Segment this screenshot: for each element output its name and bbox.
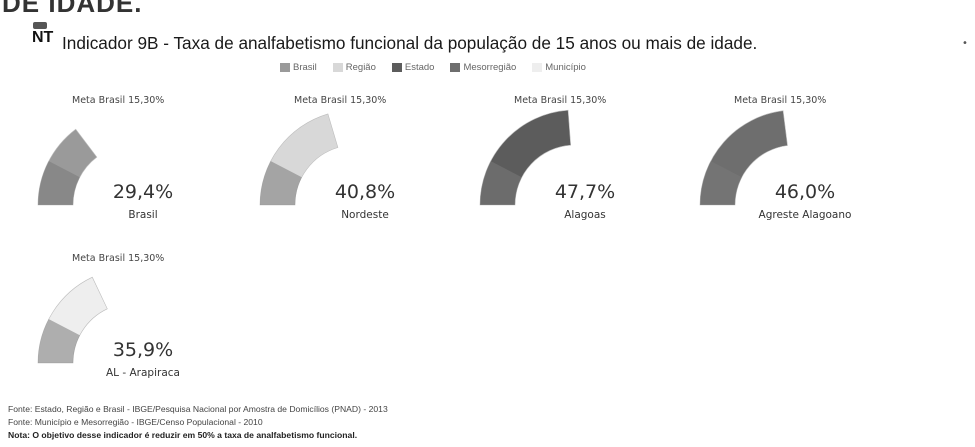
gauge-meta-arc — [260, 161, 302, 205]
legend: Brasil Região Estado Mesorregião Municíp… — [280, 62, 586, 73]
gauge-mask — [256, 206, 454, 266]
gauge-meta-arc — [700, 161, 742, 205]
legend-label: Mesorregião — [463, 62, 517, 73]
gauge-value-label: 47,7% — [555, 181, 615, 203]
gauge-4: Meta Brasil 15,30% 46,0% Agreste Alagoano — [696, 95, 894, 266]
legend-item-mesorregiao[interactable]: Mesorregião — [450, 62, 516, 73]
page-edge-mark: • — [962, 38, 968, 49]
cut-off-heading-text: DE IDADE. — [2, 0, 143, 18]
gauge-meta-label: Meta Brasil 15,30% — [734, 95, 826, 106]
gauge-name-label: Nordeste — [341, 209, 389, 221]
legend-swatch — [391, 63, 402, 72]
gauge-mask — [476, 206, 674, 266]
legend-item-estado[interactable]: Estado — [391, 62, 435, 73]
gauge-meta-arc — [480, 161, 522, 205]
chart-title: Indicador 9B - Taxa de analfabetismo fun… — [62, 33, 758, 53]
badge-label: NT — [32, 29, 54, 46]
gauge-name-label: Agreste Alagoano — [759, 209, 852, 221]
gauge-value-label: 29,4% — [113, 181, 173, 203]
gauge-3: Meta Brasil 15,30% 47,7% Alagoas — [476, 95, 674, 266]
gauge-5: Meta Brasil 15,30% 35,9% AL - Arapiraca — [34, 253, 232, 400]
nt-badge: NT — [32, 22, 54, 46]
legend-swatch — [332, 63, 343, 72]
gauge-name-label: Brasil — [128, 209, 157, 221]
legend-label: Brasil — [293, 62, 317, 73]
legend-item-regiao[interactable]: Região — [332, 62, 376, 73]
legend-item-brasil[interactable]: Brasil — [280, 62, 317, 73]
footer-source-1: Fonte: Estado, Região e Brasil - IBGE/Pe… — [8, 404, 388, 414]
legend-swatch — [532, 63, 543, 72]
legend-label: Região — [345, 62, 376, 73]
gauge-meta-label: Meta Brasil 15,30% — [72, 253, 164, 264]
gauge-mask — [696, 206, 894, 266]
legend-label: Estado — [404, 62, 435, 73]
gauge-meta-label: Meta Brasil 15,30% — [514, 95, 606, 106]
gauge-meta-label: Meta Brasil 15,30% — [72, 95, 164, 106]
legend-label: Município — [545, 62, 586, 73]
gauge-value-label: 35,9% — [113, 339, 173, 361]
gauge-value-label: 40,8% — [335, 181, 395, 203]
gauge-mask — [34, 206, 232, 266]
gauge-meta-arc — [38, 161, 80, 205]
gauge-meta-label: Meta Brasil 15,30% — [294, 95, 386, 106]
gauge-meta-arc — [38, 319, 80, 363]
gauge-mask — [34, 364, 232, 400]
gauge-2: Meta Brasil 15,30% 40,8% Nordeste — [256, 95, 454, 266]
footer-source-2: Fonte: Município e Mesorregião - IBGE/Ce… — [8, 417, 263, 427]
legend-swatch — [280, 63, 290, 72]
badge-icon — [33, 22, 47, 29]
gauge-1: Meta Brasil 15,30% 29,4% Brasil — [34, 95, 232, 266]
gauge-value-label: 46,0% — [775, 181, 835, 203]
footer: Fonte: Estado, Região e Brasil - IBGE/Pe… — [8, 403, 388, 442]
gauge-name-label: AL - Arapiraca — [106, 367, 180, 379]
legend-swatch — [450, 63, 461, 72]
legend-item-municipio[interactable]: Município — [532, 62, 586, 73]
footer-note: Nota: O objetivo desse indicador é reduz… — [8, 430, 358, 440]
gauge-name-label: Alagoas — [564, 209, 606, 221]
